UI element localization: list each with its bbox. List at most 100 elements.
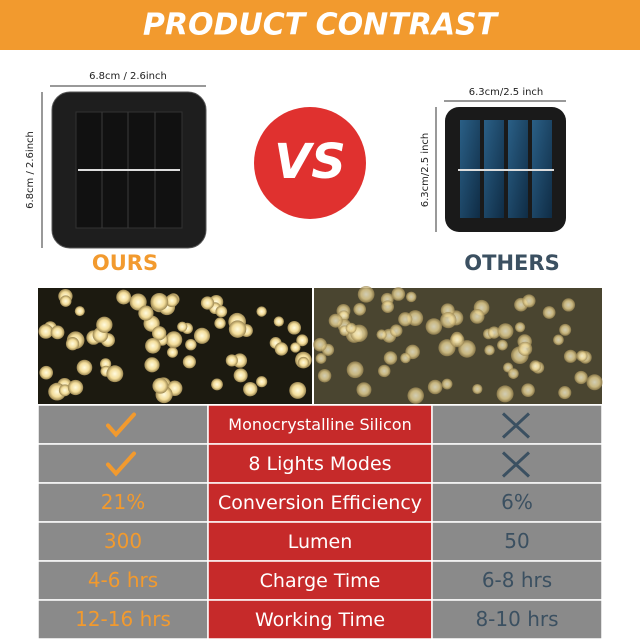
bulb: [215, 305, 228, 318]
bulb: [542, 306, 556, 319]
bulb: [39, 365, 54, 380]
header-title: PRODUCT CONTRAST: [143, 8, 500, 43]
bulb: [497, 323, 514, 340]
bulb: [317, 369, 332, 383]
vs-text: VS: [274, 134, 346, 190]
bulb: [273, 316, 284, 327]
bulb: [67, 379, 84, 396]
bulb: [50, 325, 65, 340]
ours-cell: [37, 560, 209, 601]
bulb: [469, 309, 485, 324]
bulb: [398, 312, 413, 327]
bulb: [233, 368, 248, 383]
bulb: [521, 383, 535, 397]
bulb: [58, 384, 71, 397]
bulb: [152, 377, 169, 394]
bulb: [106, 365, 124, 383]
bulb: [400, 352, 411, 364]
feature-cell: [207, 404, 433, 445]
header-band: [0, 0, 640, 50]
others-cell: [431, 560, 603, 601]
others-cell: [431, 599, 603, 640]
bulb: [345, 322, 357, 334]
feature-text: 8 Lights Modes: [248, 453, 391, 475]
bulb: [406, 291, 417, 303]
bulb: [38, 324, 54, 339]
feature-cell: [207, 560, 433, 601]
ours-label: OURS: [92, 251, 158, 275]
bulb: [211, 378, 223, 391]
others-value: 50: [504, 529, 529, 553]
bulb: [508, 368, 519, 379]
bulb: [74, 306, 85, 317]
ours-value: 4-6 hrs: [88, 568, 158, 592]
others-value: 6-8 hrs: [482, 568, 552, 592]
bulb: [274, 342, 289, 356]
bulb: [574, 370, 588, 385]
bulb: [182, 355, 196, 369]
bulb: [425, 318, 443, 335]
bulb: [328, 313, 343, 328]
bulb: [576, 350, 588, 362]
bulb: [214, 317, 226, 329]
bulb: [144, 357, 160, 373]
bulb: [151, 326, 167, 341]
others-label: OTHERS: [464, 251, 559, 275]
bulb: [383, 351, 398, 365]
bulb: [165, 331, 183, 348]
bulb: [150, 292, 169, 311]
others-value: 8-10 hrs: [475, 607, 558, 631]
cross-icon: [501, 451, 531, 478]
comparison-table: Monocrystalline Silicon 8 Lights Modes Con…: [37, 404, 603, 640]
bulb: [76, 359, 93, 376]
bulb: [522, 294, 536, 308]
bulb: [381, 300, 395, 313]
bulb: [496, 385, 514, 403]
bulb: [65, 337, 80, 351]
bulb: [497, 339, 508, 351]
feature-text: Charge Time: [260, 570, 381, 592]
bulb: [561, 298, 576, 312]
ours-value: 12-16 hrs: [75, 607, 171, 631]
check-icon: [106, 412, 136, 438]
ours-cell: [37, 521, 209, 562]
ours-width: 6.8cm / 2.6inch: [89, 71, 167, 82]
bulb: [287, 321, 302, 335]
bulb: [297, 356, 310, 369]
bulb: [563, 349, 578, 363]
feature-text: Lumen: [288, 531, 353, 553]
bulb: [200, 296, 215, 310]
bulb: [391, 287, 406, 301]
bulb: [256, 306, 267, 317]
bulb: [356, 382, 372, 398]
bulb: [553, 334, 564, 346]
cross-icon: [501, 412, 531, 439]
bulb: [558, 386, 572, 400]
bulb: [449, 332, 465, 348]
bulb: [228, 320, 247, 338]
bulb: [353, 302, 367, 316]
bulb: [129, 293, 147, 311]
light-bulbs: [38, 285, 603, 404]
bulb: [185, 338, 197, 351]
bulb: [586, 374, 603, 391]
bulb: [177, 321, 188, 332]
bulb: [315, 353, 327, 364]
ours-value: 21%: [101, 490, 145, 514]
bulb: [378, 364, 391, 378]
bulb: [427, 379, 443, 395]
bulb: [472, 383, 483, 395]
others-width: 6.3cm/2.5 inch: [469, 87, 544, 98]
bulb: [357, 285, 375, 303]
bulb: [376, 329, 387, 340]
bulb: [440, 312, 457, 329]
bulb: [346, 361, 364, 379]
bulb: [145, 337, 161, 354]
bulb: [290, 342, 301, 353]
bulb: [518, 341, 533, 356]
feature-text: Working Time: [255, 609, 385, 631]
ours-value: 300: [104, 529, 142, 553]
others-cell: [431, 482, 603, 523]
bulb: [96, 316, 113, 333]
